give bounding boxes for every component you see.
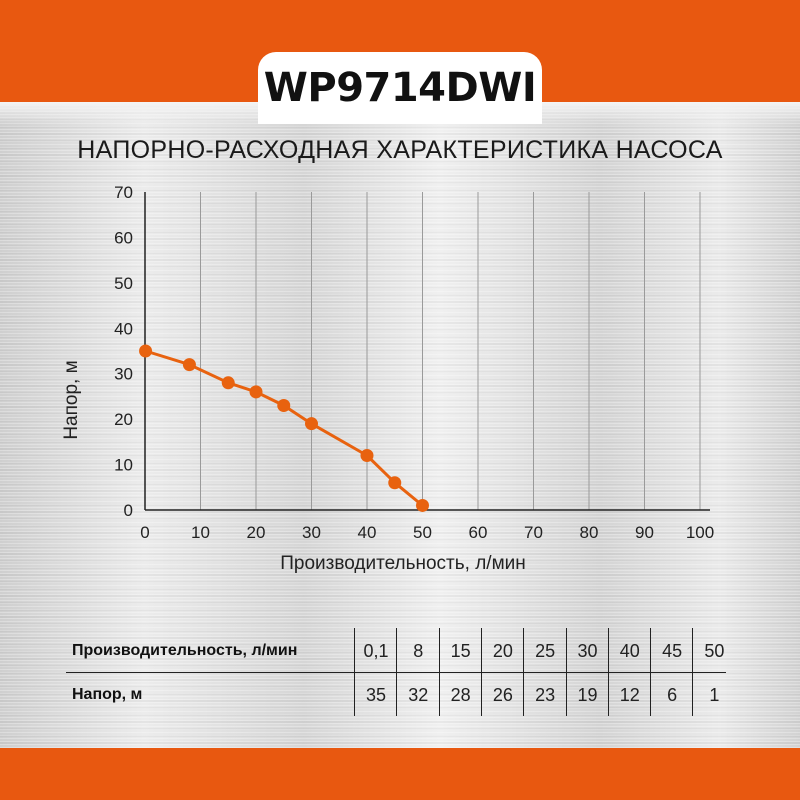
data-point: [249, 385, 263, 399]
y-axis-title: Напор, м: [61, 360, 82, 439]
y-tick-label: 10: [114, 456, 133, 475]
series-line: [145, 349, 424, 507]
table-cell-head: 6: [667, 685, 678, 705]
x-tick-label: 90: [635, 523, 654, 542]
table-cell-head: 12: [619, 685, 640, 705]
table-column-divider: [354, 628, 355, 716]
x-tick-label: 80: [580, 523, 599, 542]
x-tick-label: 30: [302, 523, 321, 542]
x-tick-label: 50: [413, 523, 432, 542]
table-cell-flow: 45: [662, 641, 683, 661]
chart-title: НАПОРНО-РАСХОДНАЯ ХАРАКТЕРИСТИКА НАСОСА: [77, 136, 723, 164]
table-cell-flow: 0,1: [363, 641, 389, 661]
table-cell-flow: 50: [704, 641, 725, 661]
y-tick-label: 0: [124, 501, 133, 520]
table-cell-head: 35: [365, 685, 387, 705]
y-tick-label: 40: [114, 319, 133, 338]
x-tick-label: 0: [140, 523, 149, 542]
table-row-label-head: Напор, м: [72, 686, 143, 703]
table-column-divider: [396, 628, 398, 716]
model-tab: WP9714DWI: [258, 52, 542, 124]
data-point: [277, 399, 291, 413]
table-cell-flow: 25: [535, 641, 556, 661]
y-tick-label: 70: [114, 183, 133, 202]
data-point: [305, 417, 318, 431]
table-column-divider: [565, 628, 567, 716]
table-cell-head: 1: [709, 685, 720, 705]
table-column-divider: [692, 628, 694, 716]
table-cell-head: 32: [408, 685, 429, 705]
data-point: [416, 498, 429, 512]
table-cell-head: 23: [535, 685, 556, 705]
y-tick-label: 30: [114, 365, 133, 384]
y-tick-label: 20: [114, 410, 133, 429]
table-column-divider: [523, 628, 525, 716]
x-tick-label: 40: [358, 523, 377, 542]
table-cell-flow: 15: [450, 641, 471, 661]
data-point: [388, 476, 402, 490]
x-tick-label: 100: [686, 523, 714, 542]
pump-curve-chart: 0 10 20 30 40 50 60 70 0 10 20 30 40 50 60 70 80 90 100 Про…: [61, 183, 714, 574]
table-column-divider: [438, 628, 440, 716]
table-column-divider: [650, 628, 652, 716]
table-cell-flow: 30: [577, 641, 598, 661]
x-tick-label: 10: [191, 523, 210, 542]
data-point: [221, 376, 235, 390]
table-cell-flow: 20: [492, 641, 513, 661]
y-tick-label: 50: [114, 274, 133, 293]
data-point: [360, 448, 374, 462]
y-tick-label: 60: [114, 228, 133, 247]
x-tick-label: 70: [524, 523, 543, 542]
data-point: [139, 344, 153, 358]
table-divider: [66, 672, 726, 673]
data-point: [182, 358, 196, 372]
table-column-divider: [607, 628, 609, 716]
model-name: WP9714DWI: [263, 65, 537, 111]
table-cell-head: 28: [450, 685, 471, 705]
x-tick-label: 60: [469, 523, 488, 542]
table-cell-flow: 8: [413, 641, 424, 661]
table-cell-head: 19: [577, 685, 598, 705]
table-column-divider: [480, 628, 482, 716]
x-axis-title: Производительность, л/мин: [280, 553, 526, 574]
bottom-brand-band: [0, 748, 800, 800]
table-cell-flow: 40: [619, 641, 640, 661]
table-cell-head: 26: [492, 685, 513, 705]
table-row-label-flow: Производительность, л/мин: [72, 642, 298, 659]
performance-table: Производительность, л/мин Напор, м 0,1 35…: [66, 628, 726, 716]
x-tick-label: 20: [247, 523, 266, 542]
